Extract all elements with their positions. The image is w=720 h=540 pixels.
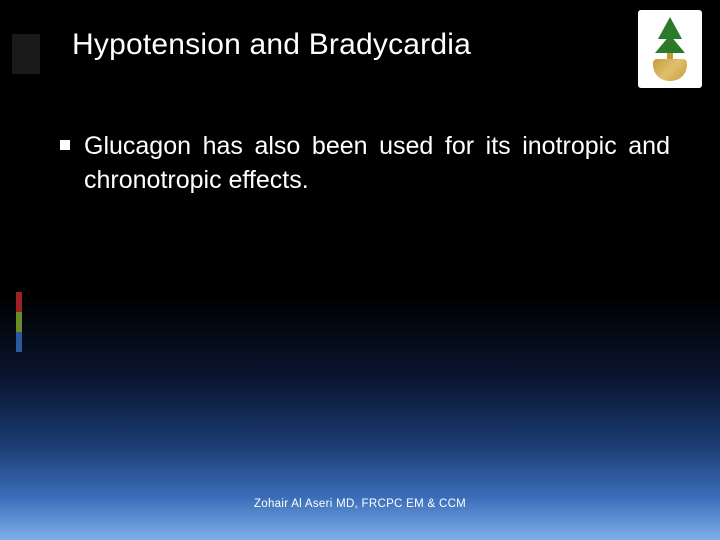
slide-title: Hypotension and Bradycardia [72,28,471,62]
palm-tree-icon [655,17,685,53]
crest-shield-icon [653,59,687,81]
side-accent-stripes [16,292,22,352]
stripe-green [16,312,22,332]
bullet-text: Glucagon has also been used for its inot… [84,130,670,198]
accent-bar [12,34,40,74]
university-logo [638,10,702,88]
bullet-marker-icon [60,140,70,150]
footer-author: Zohair Al Aseri MD, FRCPC EM & CCM [0,498,720,510]
slide: Hypotension and Bradycardia Glucagon has… [0,0,720,540]
stripe-blue [16,332,22,352]
bullet-item: Glucagon has also been used for its inot… [60,130,670,198]
stripe-red [16,292,22,312]
body-content: Glucagon has also been used for its inot… [60,130,670,198]
